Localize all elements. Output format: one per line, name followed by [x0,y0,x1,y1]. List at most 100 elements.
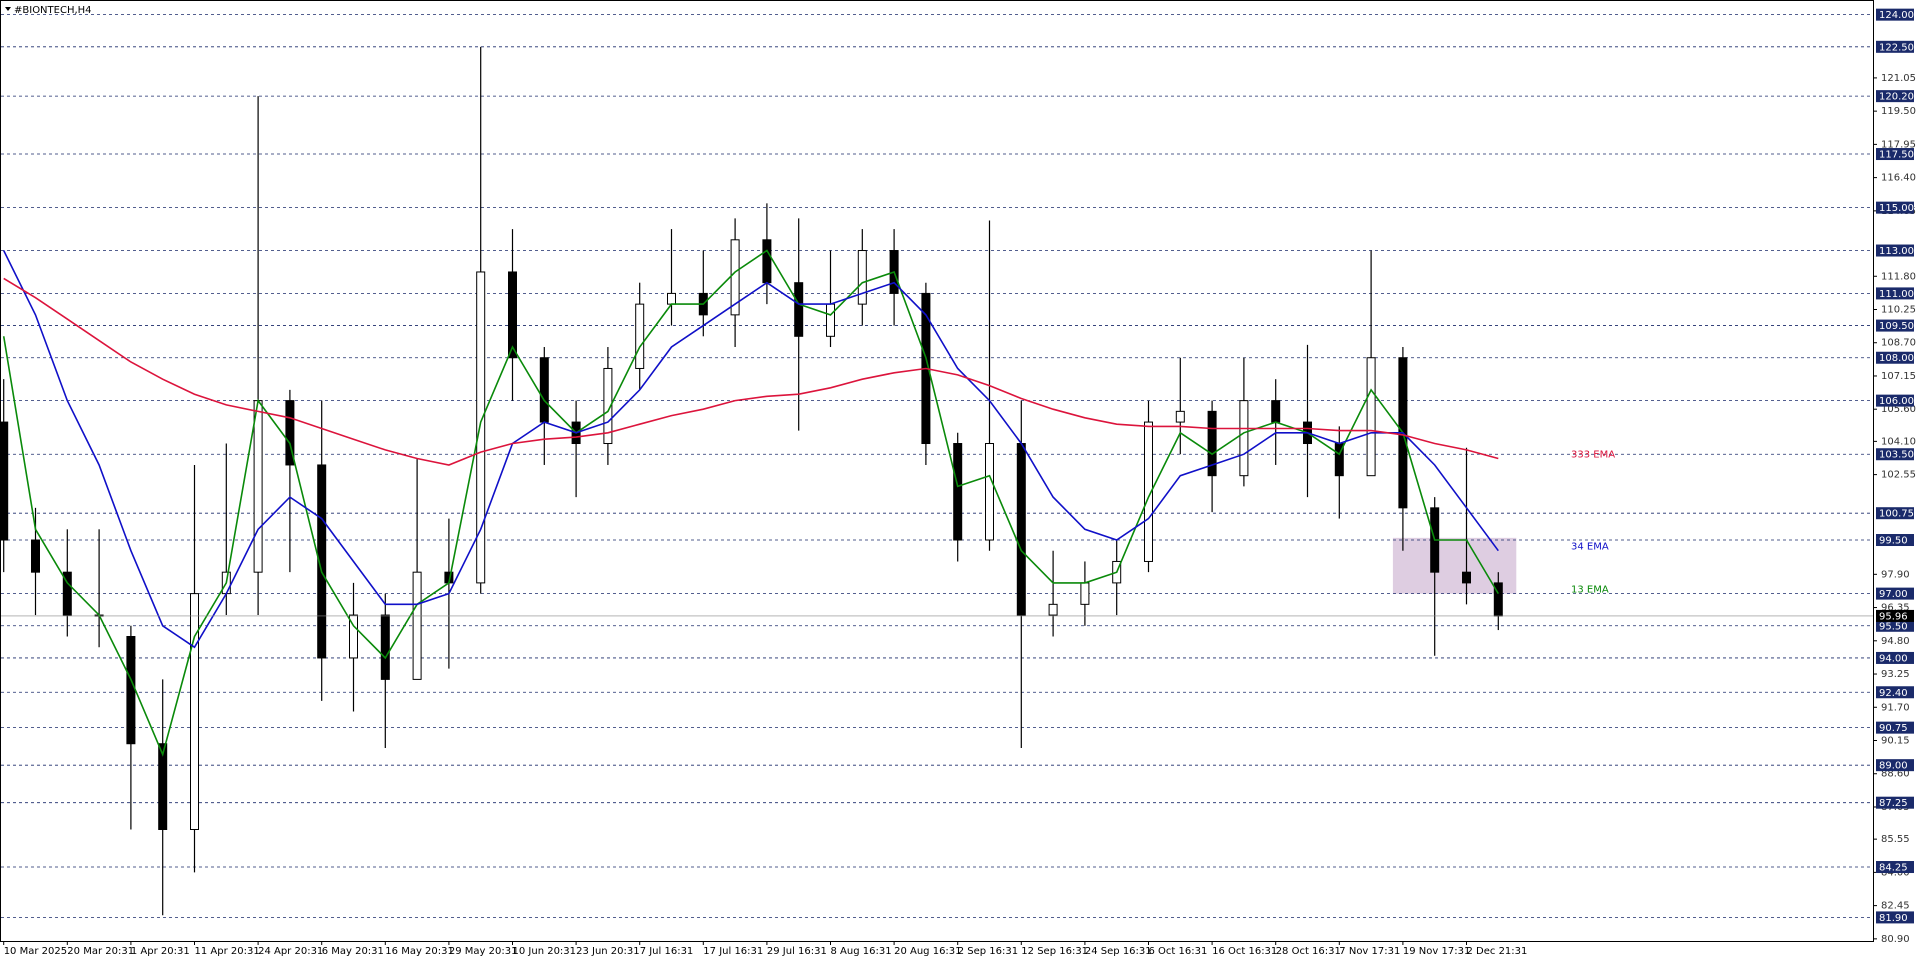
level-box [1876,619,1914,632]
level-label: 113.00 [1879,246,1914,257]
x-tick-label: 6 Oct 16:31 [1149,946,1208,957]
x-tick-label: 19 Nov 17:31 [1403,946,1470,957]
y-tick-label: 80.90 [1881,934,1910,945]
y-tick-label: 107.15 [1881,371,1916,382]
candle-body [762,239,772,284]
level-box [1876,507,1914,520]
candle-body [1207,410,1217,477]
y-tick-label: 94.80 [1881,636,1910,647]
level-label: 103.50 [1879,450,1914,461]
y-tick-label: 85.55 [1881,834,1910,845]
level-label: 100.75 [1879,509,1914,520]
plot-frame [0,0,1874,942]
level-box [1876,721,1914,734]
x-tick-label: 20 Aug 16:31 [894,946,961,957]
candle-body [1016,443,1026,616]
ema-label: 34 EMA [1571,542,1609,553]
x-tick-label: 10 Mar 2025 [4,946,67,957]
candle-body [253,400,263,573]
y-tick-label: 96.35 [1881,603,1910,614]
y-tick-label: 116.40 [1881,173,1916,184]
level-label: 81.90 [1879,913,1908,924]
level-label: 95.50 [1879,621,1908,632]
level-label: 87.25 [1879,798,1908,809]
level-label: 111.00 [1879,289,1914,300]
y-tick-label: 119.50 [1881,106,1916,117]
level-box [1876,40,1914,53]
y-tick-label: 91.70 [1881,702,1910,713]
y-tick-label: 117.95 [1881,139,1916,150]
candle-body [412,571,422,680]
candle-body [62,571,72,616]
candle-body [1175,410,1185,423]
level-box [1876,911,1914,924]
x-tick-label: 11 Apr 20:31 [195,946,260,957]
level-label: 117.50 [1879,150,1914,161]
level-box [1876,759,1914,772]
x-tick-label: 8 Aug 16:31 [831,946,892,957]
candle-body [635,303,645,369]
candle-body [0,421,9,541]
candle-body [1239,400,1249,477]
candle-body [1462,571,1471,584]
level-box [1876,319,1914,332]
ema-label: 13 EMA [1571,585,1609,596]
level-box [1876,534,1914,547]
level-label: 120.20 [1879,92,1914,103]
candle-body [31,539,40,573]
level-box [1876,8,1914,21]
y-tick-label: 104.10 [1881,436,1916,447]
ema-line [2,249,1499,757]
level-box [1876,587,1914,600]
level-label: 109.50 [1879,321,1914,332]
candle-body [794,282,804,337]
x-tick-label: 23 Jun 20:31 [576,946,640,957]
candle-body [730,239,740,316]
x-tick-label: 29 Jul 16:31 [767,946,827,957]
level-box [1876,651,1914,664]
x-tick-label: 7 Jul 16:31 [640,946,694,957]
candle-body [158,743,168,830]
price-box [1876,609,1914,622]
ema-line [2,250,1499,649]
level-label: 92.40 [1879,688,1908,699]
candle-body [476,271,486,584]
x-tick-label: 17 Jul 16:31 [703,946,763,957]
candle-body [508,271,517,359]
level-box [1876,861,1914,874]
candle-body [380,614,390,680]
price-label: 95.96 [1879,611,1908,622]
candle-body [857,250,867,305]
x-tick-label: 2 Sep 16:31 [958,946,1018,957]
level-box [1876,244,1914,257]
x-tick-label: 29 May 20:31 [449,946,518,957]
candle-body [667,292,676,305]
candle-body [539,357,549,423]
ema-label: 333 EMA [1571,450,1615,461]
candle-body [1144,421,1153,562]
candle-body [317,464,327,659]
candle-body [349,614,358,659]
level-box [1876,90,1914,103]
menu-arrow[interactable] [5,7,11,11]
candle-body [126,636,136,745]
candle-body [1080,582,1090,605]
chart-title: #BIONTECH,H4 [14,5,92,16]
y-tick-label: 111.80 [1881,271,1916,282]
x-tick-label: 28 Oct 16:31 [1276,946,1341,957]
x-tick-label: 20 Mar 20:31 [67,946,134,957]
candle-body [1048,603,1058,616]
level-label: 106.00 [1879,396,1914,407]
level-label: 97.00 [1879,589,1908,600]
x-tick-label: 16 May 20:31 [385,946,454,957]
level-box [1876,394,1914,407]
candle-body [603,367,613,445]
level-label: 89.00 [1879,761,1908,772]
candle-body [1271,400,1281,423]
candle-body [953,443,963,541]
y-tick-label: 88.60 [1881,769,1910,780]
level-label: 94.00 [1879,653,1908,664]
level-box [1876,686,1914,699]
level-label: 115.00 [1879,203,1914,214]
